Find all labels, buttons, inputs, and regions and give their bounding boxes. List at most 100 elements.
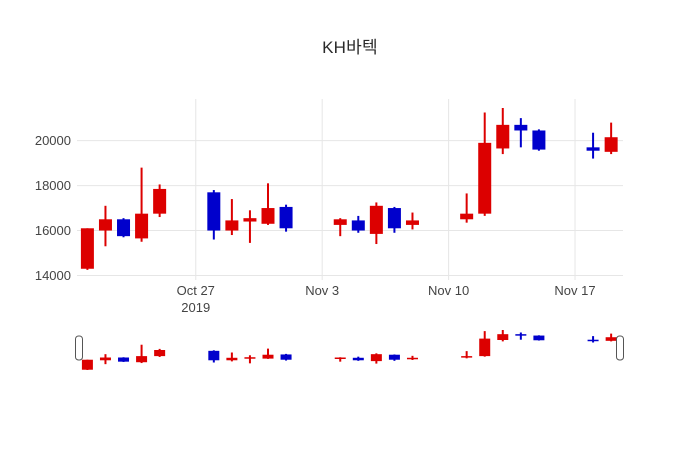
candle-body: [586, 147, 600, 151]
candle-body: [81, 359, 93, 370]
candlestick[interactable]: [207, 190, 221, 240]
rangeslider-candle: [280, 353, 292, 361]
candle-body: [497, 334, 509, 340]
rangeslider-candle: [352, 356, 364, 361]
candle-body: [333, 219, 347, 225]
candle-body: [605, 337, 617, 341]
candlestick[interactable]: [261, 183, 275, 225]
candle-body: [279, 206, 293, 229]
candlestick[interactable]: [333, 218, 347, 237]
candle-body: [226, 357, 238, 361]
rangeslider-candle: [461, 351, 473, 359]
candle-body: [515, 334, 527, 336]
x-tick-label: Oct 27: [177, 283, 215, 298]
rangeslider-candle: [515, 332, 527, 340]
candle-body: [587, 339, 599, 342]
candle-body: [207, 192, 221, 231]
candle-body: [154, 350, 166, 357]
rangeslider-candle: [479, 331, 491, 357]
candlestick[interactable]: [604, 122, 618, 155]
rangeslider-candle: [136, 344, 148, 364]
rangeslider-candle: [388, 354, 400, 361]
candle-body: [405, 220, 419, 225]
candlestick[interactable]: [279, 204, 293, 232]
y-tick-label: 14000: [35, 268, 71, 283]
candle-body: [208, 350, 220, 361]
candle-body: [136, 356, 148, 363]
y-tick-label: 18000: [35, 178, 71, 193]
x-tick-label: Nov 17: [554, 283, 595, 298]
candlestick[interactable]: [153, 184, 167, 218]
candle-body: [351, 220, 365, 231]
candle-body: [388, 354, 400, 360]
candle-body: [496, 124, 510, 149]
candle-body: [118, 357, 130, 362]
candle-body: [98, 219, 112, 231]
rangeslider-candle: [406, 355, 418, 360]
candlestick[interactable]: [532, 129, 546, 151]
candlestick[interactable]: [405, 212, 419, 230]
rangeslider-candle: [533, 335, 545, 341]
candle-body: [604, 137, 618, 152]
rangeslider-candle: [118, 357, 130, 362]
candle-body: [153, 188, 167, 214]
candle-body: [334, 357, 346, 359]
y-axis-labels: 14000 16000 18000 20000: [35, 133, 71, 283]
rangeslider-right-handle[interactable]: [616, 335, 624, 361]
rangeslider-candle: [370, 353, 382, 364]
candlestick[interactable]: [514, 118, 528, 148]
x-tick-sublabel: 2019: [181, 300, 210, 315]
rangeslider-candle: [208, 350, 220, 363]
chart-title: KH바텍: [322, 38, 378, 57]
candlestick[interactable]: [369, 202, 383, 245]
rangeslider-candle: [244, 355, 256, 364]
candle-body: [261, 208, 275, 224]
candlestick[interactable]: [387, 206, 401, 233]
gridlines: [77, 99, 623, 280]
candle-body: [135, 213, 149, 239]
candle-body: [280, 354, 292, 360]
rangeslider-candle: [99, 354, 111, 365]
rangeslider-candle: [497, 330, 509, 342]
rangeslider-candle: [154, 348, 166, 357]
candle-body: [479, 338, 491, 357]
rangeslider[interactable]: [75, 324, 624, 376]
candle-body: [460, 213, 474, 220]
candle-body: [99, 357, 111, 361]
candlestick[interactable]: [351, 215, 365, 233]
candle-body: [370, 354, 382, 362]
candle-body: [532, 130, 546, 150]
candle-body: [533, 335, 545, 341]
rangeslider-left-handle[interactable]: [75, 335, 83, 361]
candlestick[interactable]: [135, 167, 149, 242]
candle-body: [225, 220, 239, 231]
candlestick[interactable]: [586, 132, 600, 159]
candlestick[interactable]: [225, 199, 239, 236]
x-tick-label: Nov 3: [305, 283, 339, 298]
candlestick[interactable]: [460, 193, 474, 223]
x-axis-labels: Oct 27 2019 Nov 3 Nov 10 Nov 17: [177, 283, 596, 315]
candlestick[interactable]: [80, 228, 94, 270]
rangeslider-candle: [226, 352, 238, 362]
candle-body: [461, 356, 473, 358]
rangeslider-candle: [262, 348, 274, 359]
x-tick-label: Nov 10: [428, 283, 469, 298]
candlestick[interactable]: [496, 107, 510, 155]
candle-body: [369, 205, 383, 234]
candles: [80, 107, 618, 270]
candle-body: [406, 357, 418, 360]
candle-body: [352, 357, 364, 361]
rangeslider-candle: [334, 357, 346, 362]
candle-body: [478, 142, 492, 214]
candlestick[interactable]: [117, 218, 131, 238]
candle-body: [244, 357, 256, 359]
candle-body: [117, 219, 131, 237]
candlestick[interactable]: [243, 210, 257, 243]
candle-body: [243, 218, 257, 222]
candlestick[interactable]: [478, 112, 492, 216]
rangeslider-candle: [605, 333, 617, 342]
candlestick[interactable]: [98, 205, 112, 247]
candle-body: [262, 354, 274, 359]
